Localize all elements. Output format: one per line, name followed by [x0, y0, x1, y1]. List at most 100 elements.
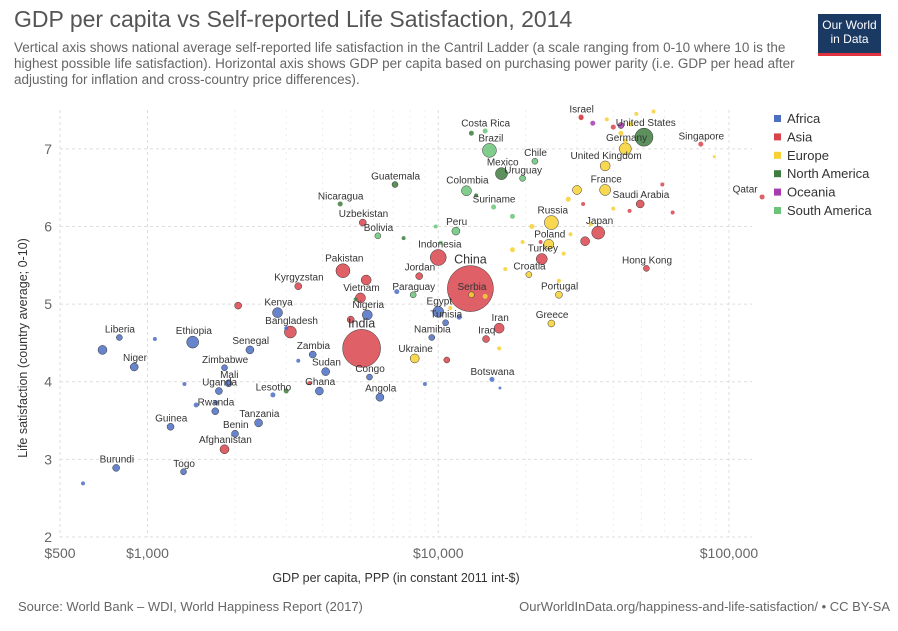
data-point	[270, 392, 276, 398]
data-point	[509, 247, 515, 253]
data-point	[394, 289, 400, 295]
data-point	[712, 155, 716, 159]
data-point	[651, 109, 656, 114]
data-point	[97, 345, 108, 355]
y-tick-label: 4	[44, 374, 52, 390]
point-label: Kyrgyzstan	[274, 273, 323, 284]
point-label: Ghana	[305, 377, 335, 388]
data-point	[493, 322, 505, 334]
point-label: Iraq	[478, 326, 495, 337]
point-label: United Kingdom	[571, 151, 642, 162]
point-label: Mexico	[487, 158, 519, 169]
data-points	[81, 109, 765, 486]
data-point	[572, 185, 582, 195]
point-label: Congo	[355, 364, 385, 375]
point-label: Colombia	[446, 176, 489, 187]
data-point	[581, 201, 586, 206]
point-label: Japan	[586, 216, 613, 227]
data-point	[565, 196, 571, 202]
legend-swatch	[774, 115, 781, 122]
data-point	[578, 115, 584, 121]
legend-swatch	[774, 207, 781, 214]
point-label: India	[348, 316, 375, 330]
point-label: Turkey	[528, 244, 558, 255]
y-tick-label: 2	[44, 529, 52, 545]
data-point	[525, 271, 533, 278]
point-label: Greece	[536, 310, 569, 321]
data-point	[284, 326, 289, 331]
data-point	[374, 232, 382, 240]
data-point	[81, 481, 86, 486]
data-point	[509, 213, 515, 219]
data-point	[544, 215, 559, 230]
point-label: United States	[616, 118, 676, 129]
point-label: Iran	[492, 313, 509, 324]
point-label: Paraguay	[392, 282, 435, 293]
point-labels: China India United States Indonesia Pakistan…	[100, 104, 759, 469]
data-point	[482, 128, 488, 134]
legend-label: North America	[787, 166, 870, 181]
data-point	[556, 278, 561, 283]
data-point	[599, 160, 611, 172]
data-point	[366, 373, 373, 381]
x-tick-label: $1,000	[126, 545, 169, 561]
data-point	[447, 265, 494, 312]
data-point	[456, 314, 462, 320]
data-point	[547, 319, 556, 328]
data-point	[391, 181, 399, 188]
data-point	[193, 402, 199, 408]
y-tick-label: 7	[44, 141, 52, 157]
data-point	[543, 239, 555, 250]
point-label: Pakistan	[325, 254, 363, 265]
chart-title: GDP per capita vs Self-reported Life Sat…	[14, 6, 573, 32]
data-point	[401, 236, 406, 241]
data-point	[360, 274, 372, 286]
data-point	[409, 291, 417, 299]
point-label: Brazil	[478, 133, 503, 144]
data-point	[482, 335, 490, 343]
point-label: Poland	[534, 229, 565, 240]
source-note: Source: World Bank – WDI, World Happines…	[18, 599, 363, 614]
point-label: Costa Rica	[461, 118, 510, 129]
data-point	[359, 218, 367, 227]
legend-label: Europe	[787, 148, 829, 163]
data-point	[315, 386, 324, 396]
legend-swatch	[774, 170, 781, 178]
point-label: Lesotho	[256, 382, 292, 393]
x-tick-label: $500	[44, 545, 75, 561]
data-point	[152, 337, 157, 342]
data-point	[529, 223, 535, 229]
point-label: Guinea	[155, 413, 188, 424]
point-label: Mali	[220, 370, 238, 381]
point-label: Russia	[538, 206, 569, 217]
data-point	[588, 222, 593, 227]
logo-line-2: in Data	[830, 32, 869, 46]
data-point	[611, 206, 616, 211]
point-label: Afghanistan	[199, 435, 252, 446]
source-url-link[interactable]: OurWorldInData.org/happiness-and-life-sa…	[519, 599, 890, 614]
data-point	[520, 239, 525, 244]
point-label: Germany	[606, 133, 647, 144]
data-point	[166, 423, 175, 431]
point-label: Niger	[123, 353, 148, 364]
legend-swatch	[774, 151, 781, 159]
data-point	[482, 293, 488, 299]
point-label: Uganda	[202, 378, 237, 389]
data-point	[498, 386, 502, 390]
point-label: Jordan	[405, 263, 436, 274]
point-label: Singapore	[679, 132, 725, 143]
data-point	[221, 364, 228, 372]
x-axis-title: GDP per capita, PPP (in constant 2011 in…	[272, 571, 519, 585]
point-label: Kenya	[264, 298, 293, 309]
point-label: Sudan	[312, 358, 341, 369]
data-point	[448, 305, 453, 310]
owid-logo[interactable]: Our World in Data	[818, 14, 881, 56]
data-point	[215, 387, 223, 395]
data-point	[283, 388, 289, 394]
data-point	[219, 444, 230, 455]
point-label: Angola	[365, 383, 397, 394]
legend-swatch	[774, 188, 781, 196]
data-point	[468, 130, 474, 136]
data-point	[353, 297, 358, 302]
